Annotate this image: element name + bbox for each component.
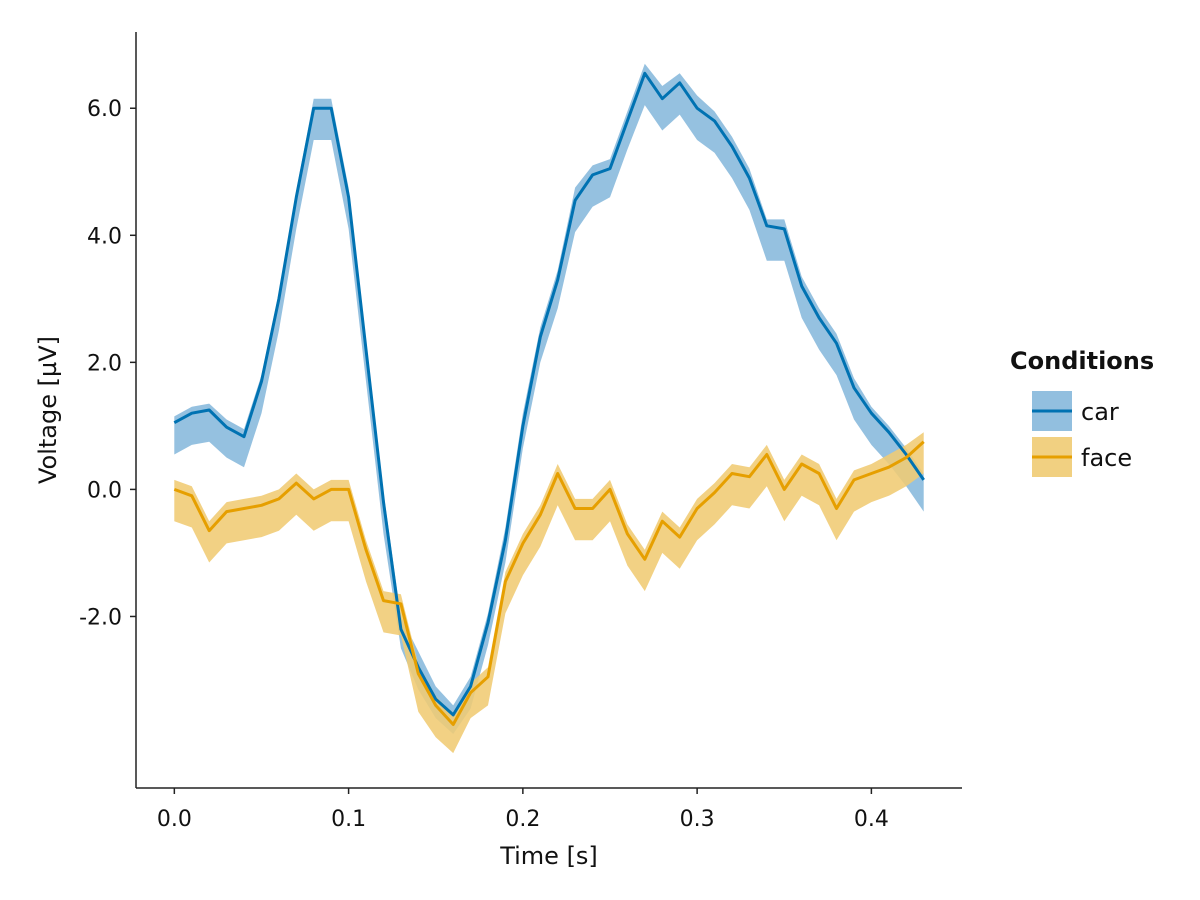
band-face [174,432,924,754]
legend: Conditions car face [1010,347,1154,477]
x-axis-label: Time [s] [499,842,598,870]
band-car [174,63,924,735]
series-lines [173,71,925,726]
y-tick-label: 4.0 [87,224,122,249]
line-car [173,71,925,717]
x-tick-label: 0.3 [680,807,715,832]
x-tick-label: 0.2 [505,807,540,832]
line-face [173,440,925,726]
y-tick-label: 6.0 [87,97,122,122]
x-tick-label: 0.4 [854,807,889,832]
x-tick-label: 0.0 [157,807,192,832]
x-axis-ticks: 0.0 0.1 0.2 0.3 0.4 [157,788,889,832]
x-tick-label: 0.1 [331,807,366,832]
confidence-bands [174,63,924,754]
y-tick-label: 2.0 [87,351,122,376]
y-tick-label: 0.0 [87,478,122,503]
y-axis-label: Voltage [µV] [34,336,62,484]
y-axis-ticks: -2.0 0.0 2.0 4.0 6.0 [79,97,136,630]
legend-items: car face [1032,391,1132,477]
legend-label-car: car [1081,398,1119,426]
y-tick-label: -2.0 [79,605,122,630]
legend-label-face: face [1081,444,1132,472]
legend-title: Conditions [1010,347,1154,375]
